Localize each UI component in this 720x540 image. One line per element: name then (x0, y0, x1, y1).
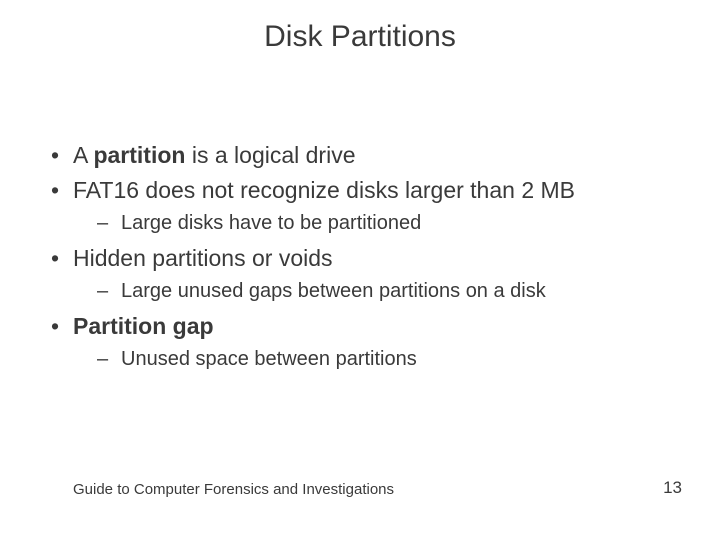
text-segment: Unused space between partitions (121, 348, 417, 370)
bullet-list-l2: Large unused gaps between partitions on … (73, 278, 690, 305)
footer-text: Guide to Computer Forensics and Investig… (73, 481, 394, 498)
slide: Disk Partitions A partition is a logical… (0, 0, 720, 540)
bullet-l1: FAT16 does not recognize disks larger th… (45, 175, 690, 237)
bullet-list-l2: Large disks have to be partitioned (73, 210, 690, 237)
text-segment: Partition gap (73, 313, 214, 339)
bullet-list-l2: Unused space between partitions (73, 346, 690, 373)
slide-title: Disk Partitions (0, 20, 720, 54)
text-segment: Hidden partitions or voids (73, 245, 333, 271)
bullet-l2: Large disks have to be partitioned (91, 210, 690, 237)
bullet-l2: Unused space between partitions (91, 346, 690, 373)
bullet-l1: Hidden partitions or voids Large unused g… (45, 243, 690, 305)
slide-body: A partition is a logical drive FAT16 does… (45, 140, 690, 379)
text-segment: partition (93, 142, 185, 168)
text-segment: A (73, 142, 93, 168)
bullet-l1: Partition gap Unused space between partit… (45, 311, 690, 373)
bullet-list: A partition is a logical drive FAT16 does… (45, 140, 690, 373)
text-segment: Large disks have to be partitioned (121, 212, 421, 234)
bullet-l1: A partition is a logical drive (45, 140, 690, 171)
text-segment: Large unused gaps between partitions on … (121, 280, 546, 302)
text-segment: is a logical drive (185, 142, 355, 168)
page-number: 13 (663, 478, 682, 498)
text-segment: FAT16 does not recognize disks larger th… (73, 177, 575, 203)
bullet-l2: Large unused gaps between partitions on … (91, 278, 690, 305)
